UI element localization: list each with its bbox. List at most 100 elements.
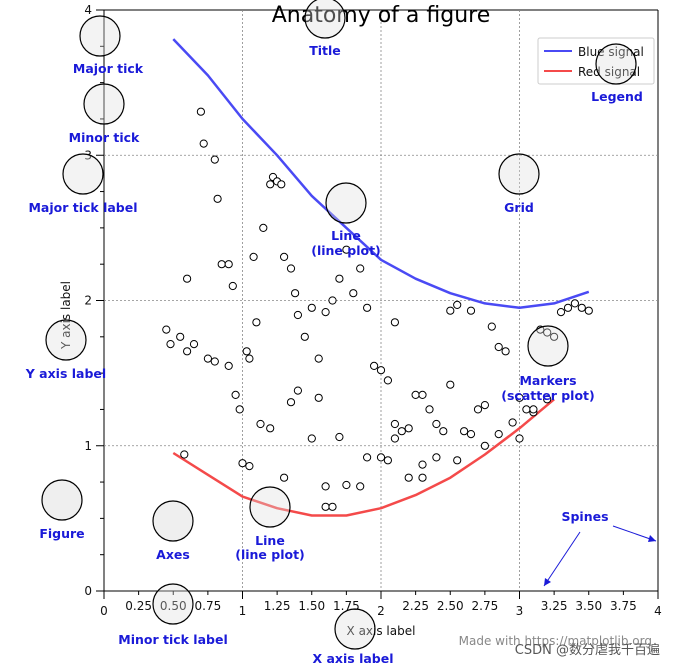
scatter-point [418, 473, 427, 482]
ann-line-plot-2b: (line plot) [235, 547, 305, 562]
chart-title: Anatomy of a figure [272, 3, 491, 28]
y-major-tick-label: 2 [84, 294, 92, 308]
ann-legend: Legend [591, 89, 643, 104]
legend-red-label: Red signal [578, 65, 640, 79]
scatter-point [376, 453, 386, 462]
x-minor-tick-label: 2.25 [402, 599, 429, 613]
scatter-point [342, 480, 351, 490]
scatter-point [515, 393, 524, 402]
scatter-point [280, 473, 289, 482]
scatter-point [210, 357, 219, 366]
scatter-point [280, 252, 289, 261]
spines-arrow-1 [543, 531, 581, 587]
scatter-point [480, 401, 489, 410]
major-tick-circle [79, 15, 121, 57]
scatter-point [529, 405, 538, 414]
made-with-watermark: Made with https://matplotlib.org [459, 634, 652, 648]
grid-circle [498, 153, 540, 195]
x-minor-tick-label: 3.25 [541, 599, 568, 613]
y-major-tick-label: 1 [84, 439, 92, 453]
scatter-point [245, 354, 254, 363]
scatter-point [277, 180, 286, 189]
scatter-point [556, 308, 566, 317]
scatter-point [286, 398, 296, 407]
scatter-point [176, 332, 185, 341]
scatter-point [404, 473, 413, 482]
scatter-point [180, 450, 189, 459]
spines-arrowhead-2 [648, 535, 656, 542]
ann-minor-tick: Minor tick [69, 130, 140, 145]
scatter-point [245, 462, 254, 471]
scatter-point [217, 260, 226, 269]
ann-line-plot-1: Line [331, 228, 361, 243]
scatter-point [314, 393, 323, 402]
scatter-point [383, 456, 392, 465]
line-plot-circle-1 [325, 182, 367, 224]
scatter-point [370, 361, 379, 370]
scatter-point [460, 427, 469, 436]
ann-markers-1: Markers [519, 373, 576, 388]
y-major-tick-label: 0 [84, 584, 92, 598]
scatter-point [335, 432, 344, 442]
scatter-point [577, 303, 586, 312]
scatter-point [543, 395, 552, 404]
x-minor-tick-label: 1.50 [298, 599, 325, 613]
scatter-point [480, 441, 489, 450]
x-minor-tick-label: 2.50 [437, 599, 464, 613]
scatter-point [199, 139, 208, 148]
scatter-point [418, 460, 427, 469]
scatter-point [300, 332, 309, 341]
scatter-point [242, 347, 251, 356]
axes-circle [152, 500, 194, 542]
series-layer [162, 38, 593, 517]
x-minor-tick-label: 0.75 [195, 599, 222, 613]
scatter-point [266, 424, 275, 433]
scatter-point [231, 390, 240, 399]
ann-major-tick: Major tick [73, 61, 144, 76]
legend-circle [595, 43, 637, 85]
spines-arrow-2 [612, 525, 657, 542]
scatter-point [363, 453, 372, 462]
scatter-point [252, 318, 261, 327]
scatter-point [238, 459, 247, 468]
y-axis-label-circle [45, 319, 87, 361]
scatter-point [363, 303, 372, 312]
ticks: 012340.250.500.751.251.501.752.252.502.7… [84, 3, 661, 618]
x-minor-tick-label: 2.75 [472, 599, 499, 613]
scatter-point [404, 424, 413, 433]
scatter-point [224, 361, 233, 370]
series-line-blue-signal [172, 38, 590, 310]
scatter-point [494, 342, 503, 352]
ann-markers-2: (scatter plot) [501, 388, 594, 403]
x-major-tick-label: 3 [516, 604, 524, 618]
ann-axes: Axes [156, 547, 190, 562]
scatter-point [508, 418, 517, 427]
scatter-point [570, 299, 580, 308]
ann-x-axis-label: X axis label [313, 651, 394, 666]
scatter-point [235, 405, 244, 414]
scatter-point [293, 386, 302, 395]
ann-title: Title [309, 43, 341, 58]
scatter-point [446, 380, 455, 389]
ann-major-tick-label: Major tick label [28, 200, 137, 215]
annotation-circles [41, 0, 637, 650]
scatter-point [425, 405, 434, 414]
annotation-texts: Major tick Minor tick Major tick label Y… [25, 43, 643, 666]
scatter-point [342, 245, 351, 254]
scatter-point [522, 405, 531, 414]
scatter-point [390, 318, 399, 327]
scatter-point [183, 347, 192, 356]
x-minor-tick-label: 0.25 [125, 599, 152, 613]
scatter-point [291, 289, 300, 298]
scatter-point [183, 274, 192, 283]
scatter-point [390, 434, 399, 443]
scatter-point [446, 306, 455, 315]
scatter-point [162, 325, 171, 334]
series-line-red-signal [172, 398, 555, 517]
markers-circle [527, 325, 569, 367]
scatter-point [411, 390, 420, 399]
scatter-point [356, 482, 365, 491]
scatter-point [487, 322, 496, 331]
scatter-point [307, 303, 316, 312]
